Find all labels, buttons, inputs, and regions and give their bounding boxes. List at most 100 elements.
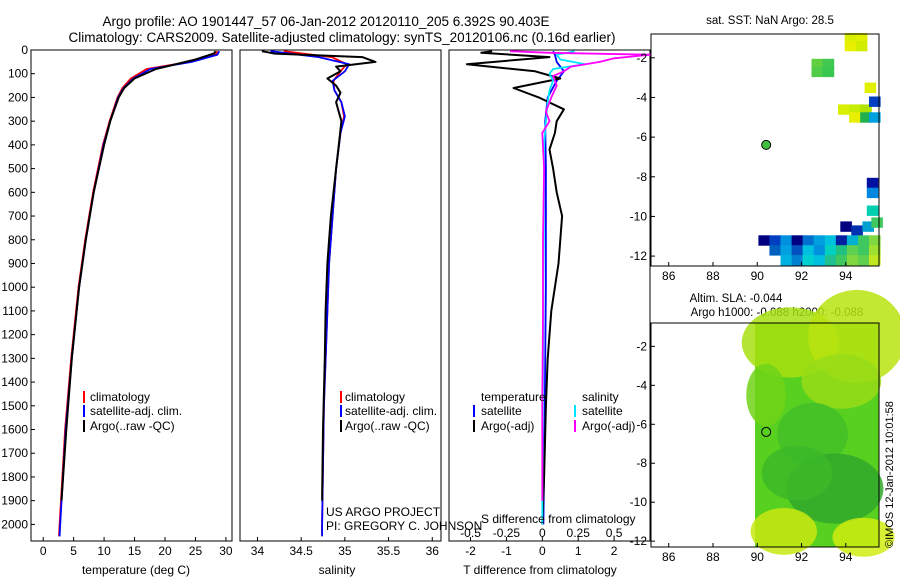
depth-tick-label: 700 bbox=[8, 209, 28, 223]
sla-patch bbox=[750, 508, 818, 555]
depth-tick-label: 500 bbox=[8, 162, 28, 176]
imos-credit: ©IMOS 12-Jan-2012 10:01:58 bbox=[884, 401, 896, 548]
s-tick-label: 0.25 bbox=[567, 526, 591, 540]
depth-tick-label: 900 bbox=[8, 256, 28, 270]
x-tick-label: 1 bbox=[575, 544, 582, 558]
depth-tick-label: 1900 bbox=[1, 494, 28, 508]
x-tick-label: 0 bbox=[40, 544, 47, 558]
map-y-tick-label: -8 bbox=[636, 456, 647, 470]
series-line-t-argo-adj- bbox=[465, 50, 565, 525]
depth-tick-label: 1200 bbox=[1, 328, 28, 342]
sst-map: 86 88 90 92 94 -2 -4 -6 -8 -10 -12 bbox=[630, 33, 883, 283]
x-tick-label: 5 bbox=[70, 544, 77, 558]
salinity-xlabel: salinity bbox=[319, 563, 356, 577]
depth-tick-label: 1500 bbox=[1, 399, 28, 413]
sst-cell bbox=[840, 221, 852, 232]
map-x-tick-label: 86 bbox=[662, 269, 676, 283]
s-tick-label: 0.5 bbox=[606, 526, 623, 540]
temperature-xlabel: temperature (deg C) bbox=[82, 563, 190, 577]
sst-cell bbox=[835, 255, 848, 266]
sst-cell bbox=[811, 58, 824, 70]
sst-cell bbox=[791, 255, 804, 266]
series-line-climatology bbox=[283, 50, 348, 537]
sst-cell bbox=[864, 82, 877, 93]
x-tick-label: -1 bbox=[501, 544, 512, 558]
sst-cell bbox=[824, 235, 837, 246]
sst-cell bbox=[780, 235, 793, 246]
sst-cell bbox=[860, 112, 872, 123]
sst-cell bbox=[822, 66, 835, 78]
legend-s-sat-label: satellite bbox=[582, 404, 623, 418]
map-y-tick-label: -4 bbox=[636, 378, 647, 392]
sst-cell bbox=[802, 235, 815, 246]
sst-map-title: sat. SST: NaN Argo: 28.5 bbox=[706, 15, 834, 27]
sst-cell bbox=[802, 255, 815, 266]
sst-cell bbox=[869, 235, 881, 246]
depth-tick-label: 2000 bbox=[1, 517, 28, 531]
series-line-satellite-adj-clim- bbox=[270, 50, 351, 537]
sst-cell bbox=[862, 221, 874, 232]
sst-cell bbox=[866, 177, 879, 189]
x-tick-label: 10 bbox=[97, 544, 111, 558]
sst-cell bbox=[844, 33, 857, 44]
map-x-tick-label: 90 bbox=[751, 550, 765, 564]
series-line-argo-raw-qc- bbox=[60, 50, 217, 501]
sst-cell bbox=[791, 245, 804, 256]
depth-tick-label: 1600 bbox=[1, 423, 28, 437]
sst-cell bbox=[869, 245, 881, 256]
map-y-tick-label: -4 bbox=[636, 90, 647, 104]
difference-panel-frame bbox=[448, 49, 651, 542]
legend-sat-label: satellite-adj. clim. bbox=[90, 404, 182, 418]
sst-cell bbox=[846, 255, 859, 266]
depth-tick-label: 1800 bbox=[1, 470, 28, 484]
sst-cell bbox=[858, 255, 870, 266]
depth-tick-label: 800 bbox=[8, 233, 28, 247]
legend-clim-label: climatology bbox=[90, 390, 150, 404]
salinity-panel-frame bbox=[239, 49, 442, 542]
map-y-tick-label: -10 bbox=[630, 209, 648, 223]
sst-cell bbox=[869, 96, 881, 107]
series-line-s-argo-adj- bbox=[509, 50, 651, 501]
legend-temperature-header: temperature bbox=[481, 390, 546, 404]
sst-cell bbox=[822, 58, 835, 70]
map-frame bbox=[650, 33, 880, 267]
sst-cell bbox=[866, 187, 879, 199]
map-y-tick-label: -2 bbox=[636, 51, 647, 65]
sst-cell bbox=[802, 245, 815, 256]
sst-cell bbox=[860, 104, 872, 115]
depth-tick-label: 600 bbox=[8, 185, 28, 199]
series-line-satellite-adj-clim- bbox=[58, 50, 221, 537]
depth-tick-label: 100 bbox=[8, 67, 28, 81]
sst-cell bbox=[780, 255, 793, 266]
x-tick-label: 20 bbox=[158, 544, 172, 558]
s-tick-label: -0.5 bbox=[460, 526, 481, 540]
map-x-tick-label: 92 bbox=[795, 269, 809, 283]
sla-map-title: Altim. SLA: -0.044 bbox=[690, 293, 783, 305]
legend-t-argo-label: Argo(-adj) bbox=[481, 419, 534, 433]
s-diff-axis-label: S difference from climatology bbox=[481, 512, 636, 526]
x-tick-label: 35 bbox=[338, 544, 352, 558]
x-tick-label: 30 bbox=[219, 544, 233, 558]
x-tick-label: -2 bbox=[465, 544, 476, 558]
sst-cell bbox=[813, 255, 826, 266]
sst-cell bbox=[846, 235, 859, 246]
series-line-argo-raw-qc- bbox=[261, 50, 377, 501]
sst-cell bbox=[824, 255, 837, 266]
s-tick-label: -0.25 bbox=[493, 526, 521, 540]
sst-cell bbox=[858, 235, 870, 246]
depth-tick-label: 1100 bbox=[2, 304, 28, 318]
map-y-tick-label: -6 bbox=[636, 130, 647, 144]
sst-cell bbox=[849, 104, 861, 115]
title-line1: Argo profile: AO 1901447_57 06-Jan-2012 … bbox=[102, 14, 549, 29]
pi-label: PI: GREGORY C. JOHNSON bbox=[326, 519, 482, 533]
sla-patch bbox=[761, 445, 833, 501]
depth-tick-label: 1300 bbox=[1, 351, 28, 365]
sst-cell bbox=[869, 255, 881, 266]
legend-s-argo-label: Argo(-adj) bbox=[582, 419, 635, 433]
sla-patch bbox=[746, 363, 787, 427]
sst-cell bbox=[769, 235, 781, 246]
map-x-tick-label: 86 bbox=[662, 550, 676, 564]
map-y-tick-label: -12 bbox=[630, 534, 648, 548]
map-x-tick-label: 88 bbox=[706, 550, 720, 564]
temperature-legend: climatology satellite-adj. clim. Argo(..… bbox=[83, 390, 182, 433]
